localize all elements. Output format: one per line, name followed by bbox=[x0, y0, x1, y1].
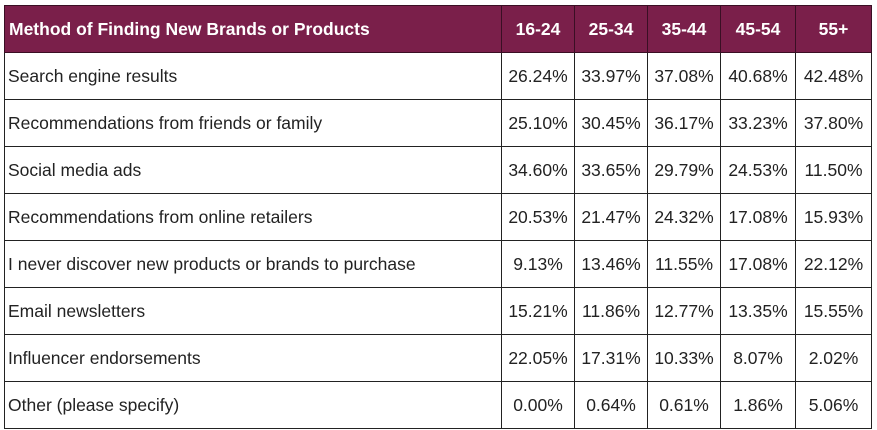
data-table: Method of Finding New Brands or Products… bbox=[4, 5, 872, 429]
table-cell: 0.61% bbox=[647, 381, 721, 429]
table-cell: 15.55% bbox=[795, 287, 872, 335]
column-header-55-plus: 55+ bbox=[795, 5, 872, 53]
table-row: I never discover new products or brands … bbox=[4, 240, 872, 288]
table-cell: 11.55% bbox=[647, 240, 721, 288]
table-cell: 1.86% bbox=[720, 381, 796, 429]
table-cell: 24.53% bbox=[720, 146, 796, 194]
table-cell: 10.33% bbox=[647, 334, 721, 382]
table-body: Search engine results 26.24% 33.97% 37.08% 4… bbox=[4, 52, 872, 429]
table-cell: 9.13% bbox=[501, 240, 575, 288]
table-cell: 33.65% bbox=[574, 146, 648, 194]
table-cell: 30.45% bbox=[574, 99, 648, 147]
column-header-25-34: 25-34 bbox=[574, 5, 648, 53]
row-label: I never discover new products or brands … bbox=[4, 240, 502, 288]
row-label: Influencer endorsements bbox=[4, 334, 502, 382]
table-cell: 15.93% bbox=[795, 193, 872, 241]
table-cell: 37.08% bbox=[647, 52, 721, 100]
table-cell: 20.53% bbox=[501, 193, 575, 241]
column-header-35-44: 35-44 bbox=[647, 5, 721, 53]
table-cell: 42.48% bbox=[795, 52, 872, 100]
row-label: Other (please specify) bbox=[4, 381, 502, 429]
table-cell: 22.12% bbox=[795, 240, 872, 288]
table-cell: 2.02% bbox=[795, 334, 872, 382]
table-cell: 29.79% bbox=[647, 146, 721, 194]
table-cell: 17.08% bbox=[720, 240, 796, 288]
table-cell: 11.86% bbox=[574, 287, 648, 335]
table-cell: 15.21% bbox=[501, 287, 575, 335]
table-cell: 5.06% bbox=[795, 381, 872, 429]
table-cell: 33.97% bbox=[574, 52, 648, 100]
table-cell: 13.35% bbox=[720, 287, 796, 335]
row-label: Recommendations from friends or family bbox=[4, 99, 502, 147]
table-cell: 26.24% bbox=[501, 52, 575, 100]
table-cell: 33.23% bbox=[720, 99, 796, 147]
table-cell: 0.64% bbox=[574, 381, 648, 429]
column-header-16-24: 16-24 bbox=[501, 5, 575, 53]
table-cell: 13.46% bbox=[574, 240, 648, 288]
row-label: Recommendations from online retailers bbox=[4, 193, 502, 241]
table-cell: 0.00% bbox=[501, 381, 575, 429]
table-cell: 40.68% bbox=[720, 52, 796, 100]
table-row: Recommendations from friends or family 25… bbox=[4, 99, 872, 147]
table-cell: 36.17% bbox=[647, 99, 721, 147]
column-header-45-54: 45-54 bbox=[720, 5, 796, 53]
table-cell: 12.77% bbox=[647, 287, 721, 335]
table-row: Recommendations from online retailers 20.… bbox=[4, 193, 872, 241]
column-header-method: Method of Finding New Brands or Products bbox=[4, 5, 502, 53]
table-cell: 11.50% bbox=[795, 146, 872, 194]
table-row: Influencer endorsements 22.05% 17.31% 10.33… bbox=[4, 334, 872, 382]
header-row: Method of Finding New Brands or Products… bbox=[4, 5, 872, 53]
row-label: Social media ads bbox=[4, 146, 502, 194]
row-label: Search engine results bbox=[4, 52, 502, 100]
table-cell: 22.05% bbox=[501, 334, 575, 382]
table-cell: 37.80% bbox=[795, 99, 872, 147]
table-row: Email newsletters 15.21% 11.86% 12.77% 13.35… bbox=[4, 287, 872, 335]
table-cell: 21.47% bbox=[574, 193, 648, 241]
table-row: Search engine results 26.24% 33.97% 37.08% 4… bbox=[4, 52, 872, 100]
table-cell: 24.32% bbox=[647, 193, 721, 241]
table-cell: 8.07% bbox=[720, 334, 796, 382]
table-row: Social media ads 34.60% 33.65% 29.79% 24.53%… bbox=[4, 146, 872, 194]
table-cell: 25.10% bbox=[501, 99, 575, 147]
row-label: Email newsletters bbox=[4, 287, 502, 335]
table-cell: 17.08% bbox=[720, 193, 796, 241]
table-row: Other (please specify) 0.00% 0.64% 0.61% 1.8… bbox=[4, 381, 872, 429]
table-cell: 17.31% bbox=[574, 334, 648, 382]
table-cell: 34.60% bbox=[501, 146, 575, 194]
